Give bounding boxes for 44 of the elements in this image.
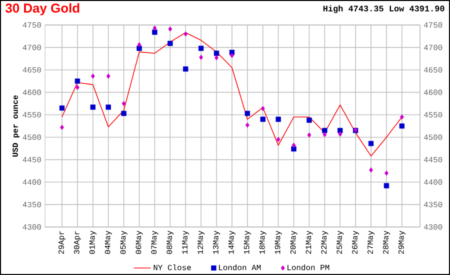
point bbox=[59, 105, 65, 111]
point bbox=[137, 42, 142, 48]
point bbox=[384, 183, 390, 188]
point bbox=[399, 123, 405, 129]
point bbox=[338, 131, 342, 137]
point bbox=[384, 170, 388, 176]
point bbox=[168, 26, 172, 32]
point bbox=[230, 52, 234, 58]
point bbox=[106, 104, 111, 110]
point bbox=[244, 110, 250, 116]
point bbox=[400, 114, 404, 120]
point bbox=[198, 46, 204, 51]
point bbox=[276, 136, 280, 142]
point bbox=[214, 55, 219, 60]
point bbox=[368, 140, 374, 146]
chart-title: 30 Day Gold bbox=[6, 3, 80, 16]
point bbox=[276, 116, 281, 122]
point bbox=[75, 84, 80, 90]
text: High 4743.35 Low 4391.90 bbox=[323, 5, 444, 14]
point bbox=[60, 124, 64, 130]
point bbox=[292, 142, 296, 148]
point bbox=[121, 110, 126, 116]
point bbox=[322, 132, 327, 138]
point bbox=[338, 128, 343, 134]
point bbox=[74, 78, 80, 84]
point bbox=[214, 50, 220, 56]
point bbox=[122, 100, 126, 106]
point bbox=[90, 74, 95, 79]
point bbox=[199, 54, 204, 60]
point bbox=[152, 26, 157, 31]
point bbox=[184, 31, 188, 37]
point bbox=[369, 167, 374, 173]
line-series bbox=[62, 32, 402, 156]
point bbox=[260, 116, 266, 122]
point bbox=[322, 128, 328, 134]
point bbox=[306, 118, 312, 123]
point bbox=[106, 74, 110, 79]
point bbox=[245, 122, 250, 128]
point bbox=[183, 66, 188, 72]
point bbox=[90, 104, 96, 110]
point bbox=[307, 132, 312, 138]
point bbox=[152, 30, 158, 35]
point bbox=[168, 40, 173, 46]
point bbox=[260, 106, 265, 112]
